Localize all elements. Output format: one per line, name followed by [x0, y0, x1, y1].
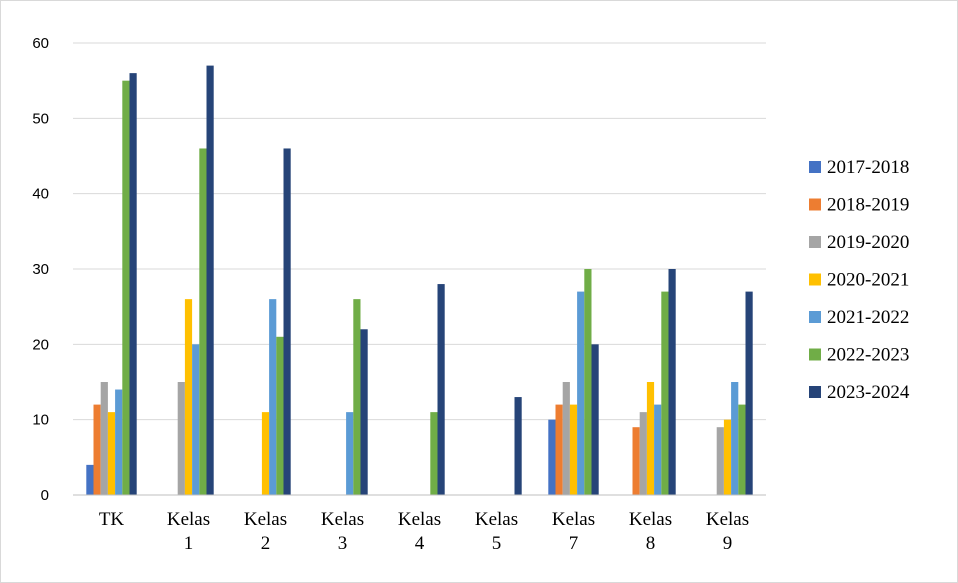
bar	[93, 404, 101, 495]
bar	[206, 65, 214, 495]
bar	[115, 389, 123, 495]
bar	[738, 404, 746, 495]
legend-item: 2019-2020	[809, 232, 909, 253]
bar	[100, 382, 108, 495]
x-tick-label: Kelas 3	[321, 509, 364, 554]
bar	[723, 419, 732, 495]
bar	[199, 148, 207, 495]
legend-label: 2020-2021	[827, 270, 909, 291]
y-axis-ticks: 0 10 20 30 40 50 60	[32, 35, 49, 504]
bar	[646, 382, 655, 495]
bar	[548, 419, 556, 495]
bar	[86, 464, 94, 495]
bar	[129, 73, 137, 495]
bar	[269, 299, 277, 495]
bar	[261, 412, 270, 495]
legend-swatch	[809, 198, 821, 211]
legend-item: 2022-2023	[809, 345, 909, 366]
bar	[745, 291, 753, 495]
bar	[346, 412, 354, 495]
legend-swatch	[809, 161, 821, 173]
legend-label: 2019-2020	[827, 232, 909, 253]
legend-item: 2017-2018	[809, 157, 909, 178]
bar	[639, 412, 647, 495]
bar	[437, 284, 445, 495]
x-tick-label: Kelas 5	[475, 509, 518, 554]
bar	[632, 427, 640, 495]
bar	[661, 291, 669, 495]
legend-item: 2023-2024	[809, 382, 910, 403]
legend-label: 2018-2019	[827, 195, 909, 216]
bar	[514, 397, 522, 495]
x-tick-label: Kelas 9	[706, 509, 749, 554]
legend-label: 2021-2022	[827, 307, 909, 328]
y-tick-label: 40	[32, 186, 49, 203]
bar	[584, 269, 592, 495]
bar	[569, 404, 578, 495]
x-tick-label: Kelas 1	[167, 509, 210, 554]
y-tick-label: 20	[32, 336, 49, 353]
legend-swatch	[809, 386, 821, 398]
bar	[668, 269, 676, 495]
y-tick-label: 30	[32, 261, 49, 278]
legend-swatch	[809, 311, 821, 323]
x-tick-label: Kelas 8	[629, 509, 672, 554]
bar	[107, 412, 116, 495]
bar	[360, 329, 368, 495]
legend-swatch	[809, 273, 821, 286]
y-tick-label: 0	[41, 487, 49, 504]
bar	[192, 344, 200, 495]
legend-label: 2022-2023	[827, 345, 909, 366]
x-tick-label: TK	[99, 509, 125, 530]
bar	[184, 299, 193, 495]
bar	[276, 336, 284, 495]
legend: 2017-2018 2018-2019 2019-2020 2020-2021 2021…	[809, 157, 910, 403]
legend-item: 2020-2021	[809, 270, 909, 291]
bar	[654, 404, 662, 495]
x-tick-label: Kelas 4	[398, 509, 441, 554]
legend-swatch	[809, 236, 821, 248]
y-tick-label: 10	[32, 412, 49, 429]
x-tick-label: Kelas 2	[244, 509, 287, 554]
bar	[555, 404, 563, 495]
y-tick-label: 60	[32, 35, 49, 52]
bar	[283, 148, 291, 495]
bar	[562, 382, 570, 495]
bar	[716, 427, 724, 495]
legend-item: 2018-2019	[809, 195, 909, 216]
bar	[177, 382, 185, 495]
bar	[731, 382, 739, 495]
x-tick-label: Kelas 7	[552, 509, 595, 554]
bar	[122, 80, 130, 496]
bar	[577, 291, 585, 495]
bar	[430, 412, 438, 495]
bar	[591, 344, 599, 495]
bars	[86, 65, 753, 496]
legend-swatch	[809, 348, 821, 361]
legend-label: 2023-2024	[827, 382, 910, 403]
y-tick-label: 50	[32, 110, 49, 127]
legend-label: 2017-2018	[827, 157, 909, 178]
x-axis-ticks: TK Kelas 1 Kelas 2 Kelas 3 Kelas 4 Kelas 5 Kelas 7 Ke…	[99, 509, 749, 554]
bar	[353, 299, 361, 495]
legend-item: 2021-2022	[809, 307, 909, 328]
